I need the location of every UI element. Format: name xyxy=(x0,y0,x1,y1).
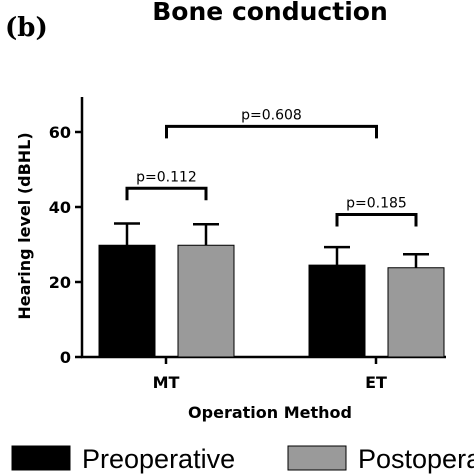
legend-swatch xyxy=(11,445,71,471)
y-tick-label: 20 xyxy=(49,273,71,292)
x-axis-label: Operation Method xyxy=(188,403,352,422)
y-tick-label: 0 xyxy=(60,348,71,367)
p-value-label: p=0.185 xyxy=(346,196,407,212)
significance-bracket xyxy=(165,124,378,139)
p-value-label: p=0.112 xyxy=(136,169,197,185)
y-axis-label: Hearing level (dBHL) xyxy=(15,132,34,319)
category-label: ET xyxy=(365,373,387,392)
significance-bracket xyxy=(335,213,418,227)
bar xyxy=(308,264,366,358)
legend-label: Preoperative xyxy=(82,444,235,474)
legend-label: Postoperative xyxy=(358,444,474,474)
bar xyxy=(387,267,445,358)
legend-swatch xyxy=(287,445,347,471)
y-tick-label: 40 xyxy=(49,198,71,217)
category-label: MT xyxy=(153,373,180,392)
significance-bracket xyxy=(125,186,208,201)
panel-label: (b) xyxy=(5,13,48,43)
bar xyxy=(98,244,156,358)
y-tick-label: 60 xyxy=(49,123,71,142)
p-value-label: p=0.608 xyxy=(241,107,302,123)
bar xyxy=(177,244,235,358)
chart-title: Bone conduction xyxy=(152,0,388,26)
